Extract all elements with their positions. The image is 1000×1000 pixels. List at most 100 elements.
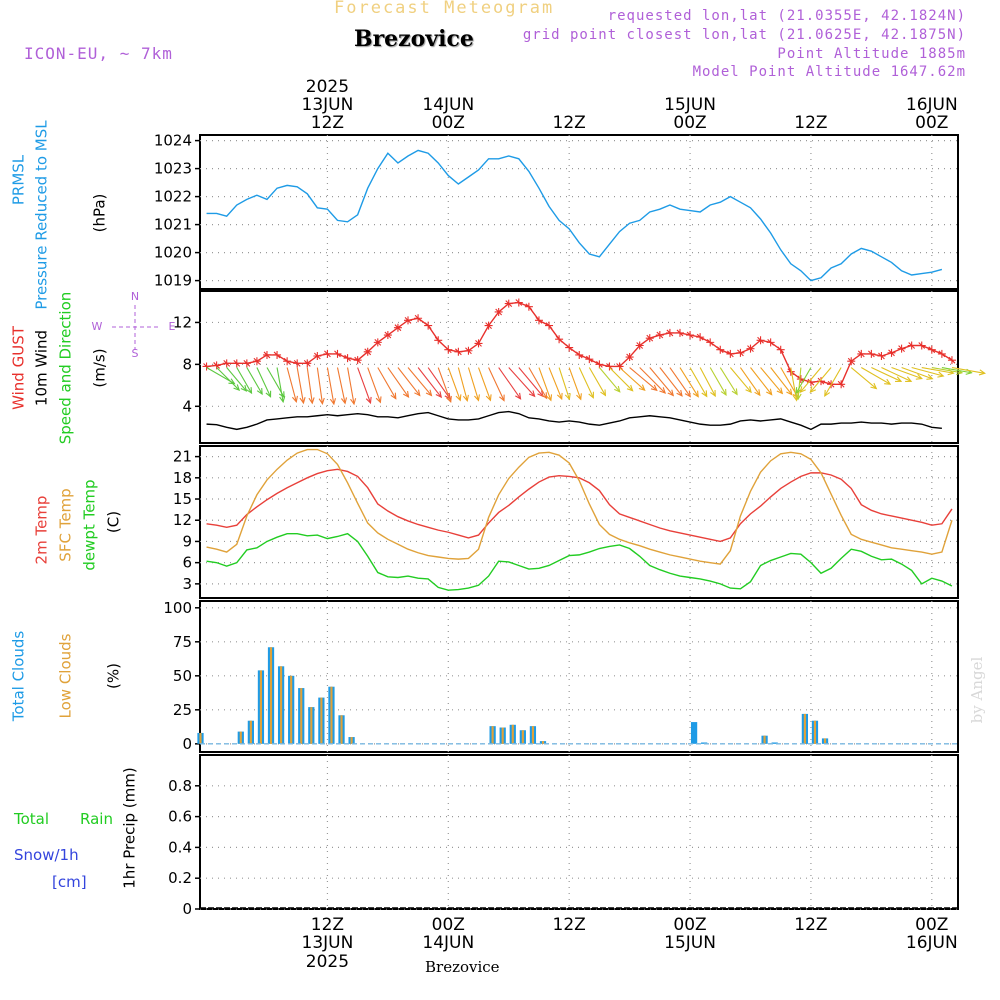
wind-arrow <box>216 367 240 391</box>
wind-arrow <box>336 367 346 404</box>
wind-arrow <box>316 367 323 404</box>
wind-arrow <box>809 367 832 393</box>
precip-axis-label: 1hr Precip (mm) <box>121 767 139 888</box>
grid-point-coordinates: grid point closest lon,lat (21.0625E, 42… <box>522 27 966 43</box>
gust-marker <box>464 346 473 355</box>
wind-arrow-head <box>485 394 492 402</box>
low-clouds-bar <box>300 688 303 744</box>
wind-arrow <box>326 367 335 405</box>
wind-arrow-head <box>978 369 986 376</box>
temperature-ytick-label: 12 <box>173 511 192 529</box>
precipitation-ytick-label: 0.2 <box>168 869 192 887</box>
clouds-ytick-label: 0 <box>182 735 192 753</box>
wind-arrow-head <box>684 390 691 398</box>
temp-unit-label: (C) <box>105 511 123 533</box>
wind-arrow-head <box>588 391 594 399</box>
gust-marker <box>474 339 483 348</box>
pressure-series-line <box>206 149 943 282</box>
gust-marker <box>333 349 342 358</box>
bottom-date-label: 13JUN <box>302 933 354 953</box>
footer-location: Brezovice <box>425 958 500 976</box>
wind-ytick-label: 12 <box>173 313 192 331</box>
wind-arrow-head <box>403 391 410 399</box>
top-date-label: 14JUN <box>422 95 474 115</box>
wind-arrow-head <box>745 386 752 394</box>
gust-marker <box>323 349 332 358</box>
wind-arrow <box>387 367 409 398</box>
gust-marker <box>605 362 614 371</box>
gust-marker <box>746 344 755 353</box>
precipitation-frame <box>199 754 959 910</box>
wind-arrow-head <box>246 387 253 395</box>
wind-arrow-head <box>638 384 646 392</box>
point-altitude: Point Altitude 1885m <box>777 46 966 62</box>
gust-marker <box>706 338 715 347</box>
wind-arrow-head <box>720 388 727 397</box>
wind-arrow-head <box>799 386 806 394</box>
wind-arrow <box>790 367 798 401</box>
bottom-hour-label: 00Z <box>915 915 948 935</box>
wind-arrow <box>478 367 491 401</box>
wind-arrow <box>799 367 822 393</box>
precip-snow-unit: [cm] <box>52 873 87 891</box>
top-hour-label: 00Z <box>432 113 465 133</box>
top-date-label: 13JUN <box>302 95 354 115</box>
low-clouds-bar <box>310 707 313 744</box>
gust-marker <box>424 321 433 330</box>
precip-rain-label: Rain <box>80 810 113 828</box>
gust-marker <box>504 299 513 308</box>
low-clouds-bar <box>199 732 202 744</box>
wind-arrow <box>588 367 606 396</box>
wind-arrow-head <box>692 390 699 398</box>
gust-marker <box>444 345 453 354</box>
gust-marker <box>313 351 322 360</box>
wind-arrow-head <box>499 394 505 402</box>
top-hour-label: 00Z <box>673 113 706 133</box>
gust-marker <box>665 328 674 337</box>
low-clouds-bar <box>290 675 293 744</box>
pressure-panel <box>195 134 959 290</box>
gust-marker <box>273 350 282 359</box>
wind-arrow-head <box>256 388 263 396</box>
gust-marker <box>534 316 543 325</box>
wind-arrow <box>427 367 451 400</box>
wind-arrow-head <box>776 387 784 395</box>
pressure-ytick-label: 1023 <box>154 160 192 178</box>
pressure-ytick-label: 1019 <box>154 272 192 290</box>
wind-arrow <box>226 367 247 392</box>
gust-marker <box>937 349 946 358</box>
compass-south: S <box>132 347 139 360</box>
wind-arrow-head <box>766 388 773 396</box>
bottom-date-label: 16JUN <box>906 933 958 953</box>
precip-snow-label: Snow/1h <box>14 846 79 864</box>
gust-marker <box>625 353 634 362</box>
gust-marker <box>373 338 382 347</box>
gust-marker <box>383 331 392 340</box>
wind-arrow-head <box>462 394 469 402</box>
low-clouds-bar <box>813 720 817 744</box>
wind-arrow-head <box>455 394 462 402</box>
wind-arrow <box>659 367 683 397</box>
temperature-ytick-label: 9 <box>182 532 192 550</box>
gust-marker <box>393 323 402 332</box>
gust-marker <box>716 345 725 354</box>
wind-arrow-head <box>340 397 348 405</box>
low-clouds-bar <box>259 670 263 744</box>
wind-arrow <box>598 367 621 393</box>
gust-marker <box>645 334 654 343</box>
wind-arrow <box>850 367 877 390</box>
top-hour-label: 12Z <box>311 113 344 133</box>
top-date-label: 15JUN <box>664 95 716 115</box>
wind-arrow <box>669 367 691 397</box>
wind-arrow <box>306 367 313 404</box>
wind-arrow-head <box>795 387 802 395</box>
gust-marker <box>524 302 533 311</box>
wind-arrow-head <box>937 371 945 378</box>
low-clouds-bar <box>249 720 252 744</box>
wind-arrow <box>760 367 783 394</box>
wind-arrow <box>417 367 442 398</box>
wind-unit-label: (m/s) <box>91 348 109 387</box>
wind-arrow <box>367 367 381 403</box>
wind-arrow <box>921 366 954 374</box>
